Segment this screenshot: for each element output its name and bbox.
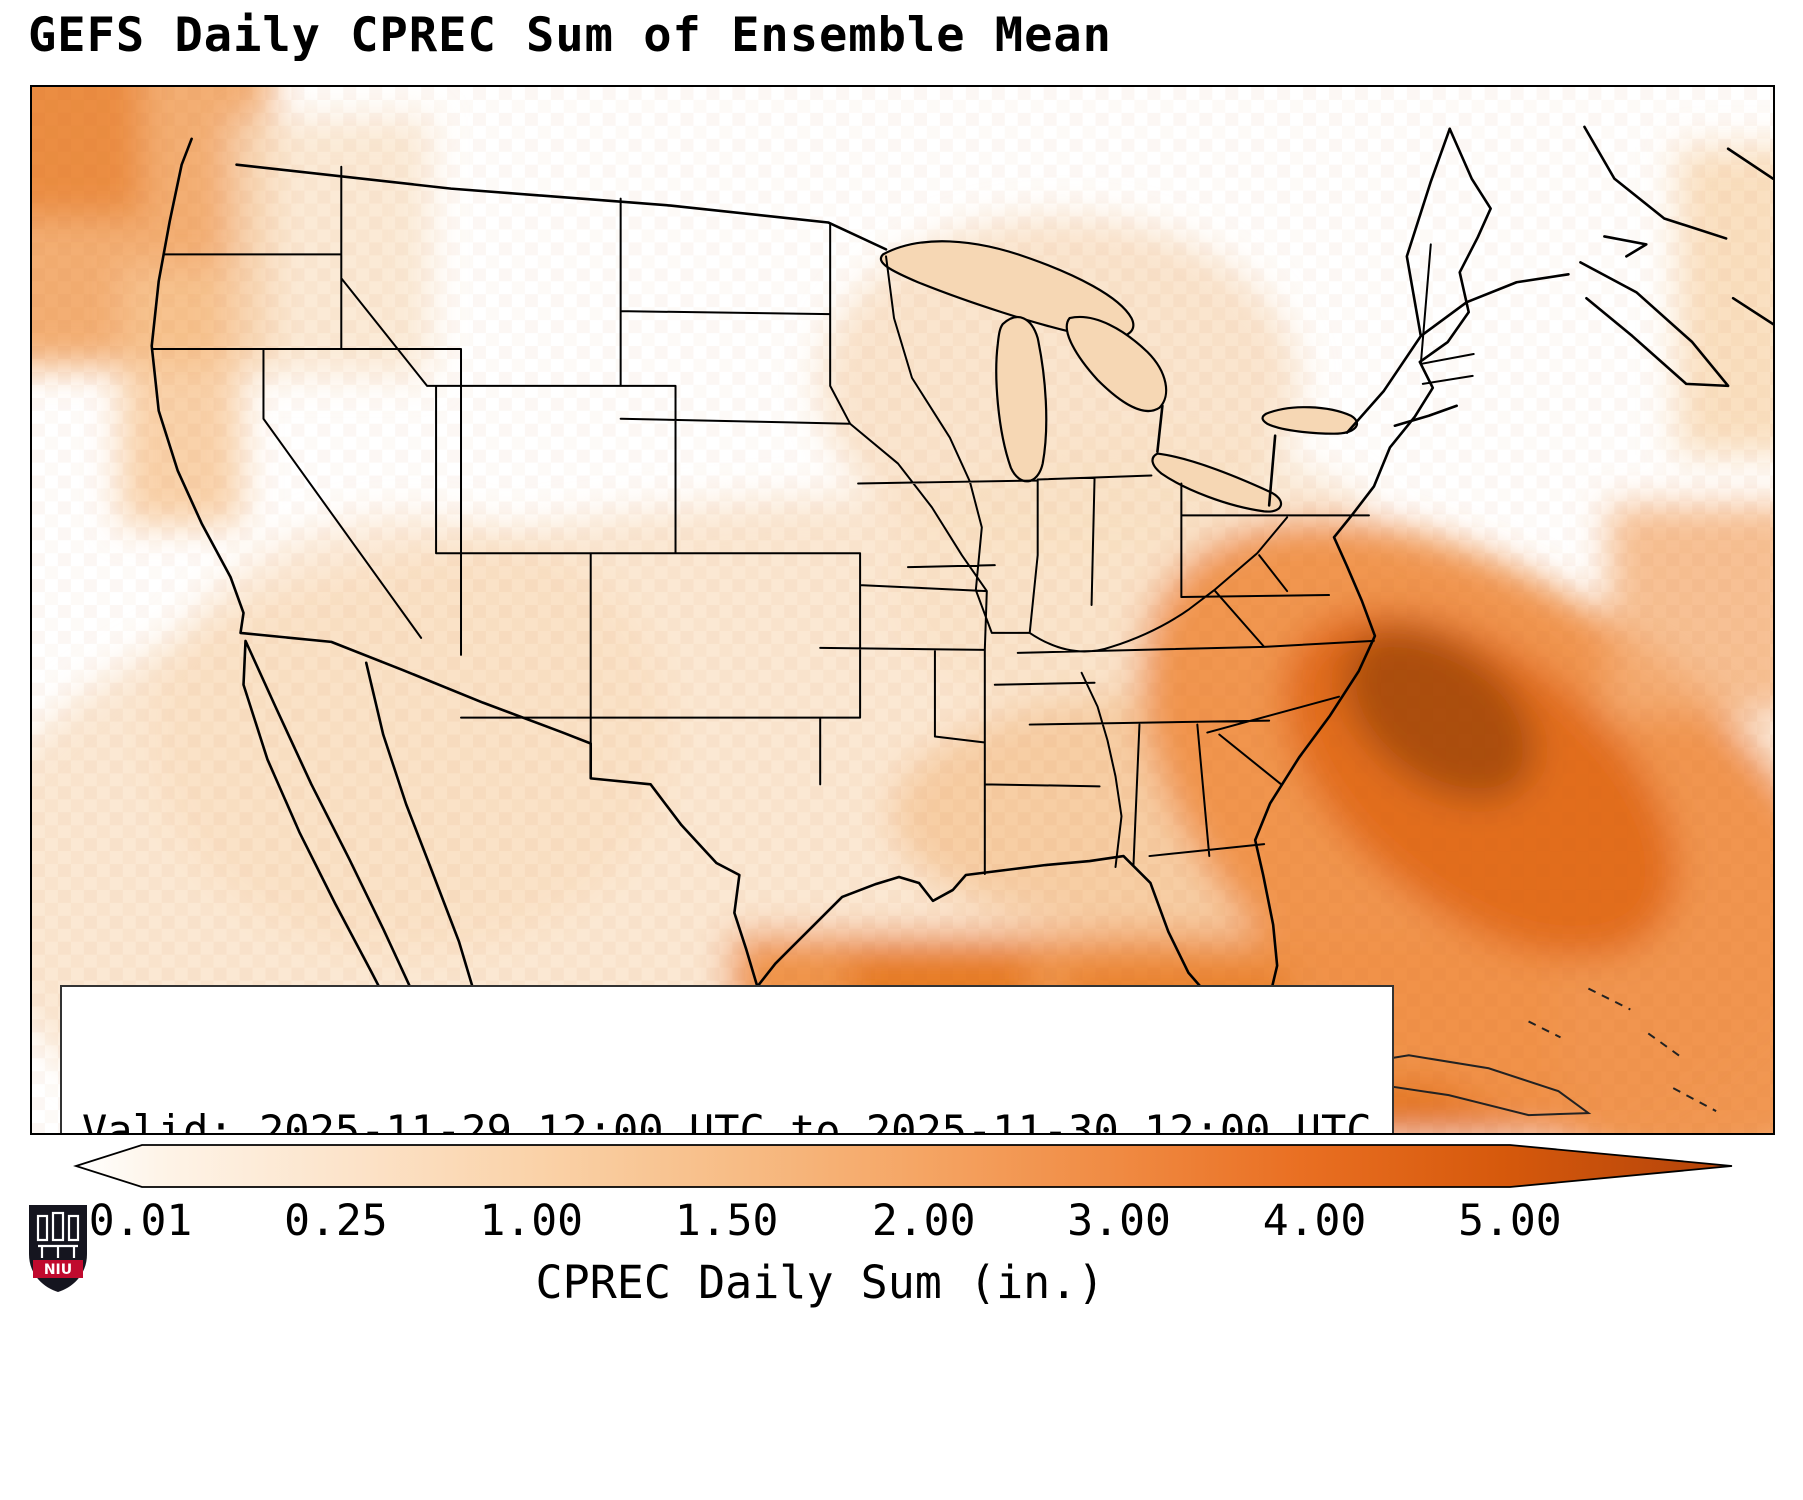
colorbar-tick-label: 1.00 <box>479 1196 584 1246</box>
niu-shield-icon: NIU <box>29 1205 87 1292</box>
colorbar <box>72 1142 1742 1190</box>
colorbar-tick-row: 0.01 0.25 1.00 1.50 2.00 3.00 4.00 5.00 <box>72 1196 1742 1252</box>
niu-logo-text: NIU <box>44 1262 72 1278</box>
colorbar-axis-label: CPREC Daily Sum (in.) <box>535 1256 1105 1309</box>
colorbar-tick-label: 3.00 <box>1067 1196 1171 1246</box>
colorbar-tick-label: 0.01 <box>88 1196 193 1246</box>
castle-icon <box>36 1211 80 1258</box>
colorbar-tick-label: 4.00 <box>1262 1196 1367 1246</box>
page-title: GEFS Daily CPREC Sum of Ensemble Mean <box>28 8 1112 63</box>
pixel-texture <box>32 87 1773 1133</box>
colorbar-tick-label: 5.00 <box>1458 1196 1562 1246</box>
valid-time-text: Valid: 2025-11-29 12:00 UTC to 2025-11-3… <box>82 1106 1372 1135</box>
colorbar-tick-label: 2.00 <box>871 1196 976 1246</box>
validity-info-box: Valid: 2025-11-29 12:00 UTC to 2025-11-3… <box>60 985 1394 1135</box>
coastline-layer <box>150 125 1773 1133</box>
precipitation-map: Valid: 2025-11-29 12:00 UTC to 2025-11-3… <box>30 85 1775 1135</box>
colorbar-tick-label: 1.50 <box>674 1196 779 1246</box>
niu-logo: NIU <box>26 1202 90 1294</box>
state-borders-layer <box>150 165 1475 875</box>
colorbar-svg <box>73 1144 1733 1188</box>
us-precipitation-map-svg <box>32 87 1773 1133</box>
colorbar-tick-label: 0.25 <box>284 1196 388 1246</box>
colorbar-gradient-bar <box>73 1144 1733 1188</box>
great-lakes <box>880 240 1358 513</box>
